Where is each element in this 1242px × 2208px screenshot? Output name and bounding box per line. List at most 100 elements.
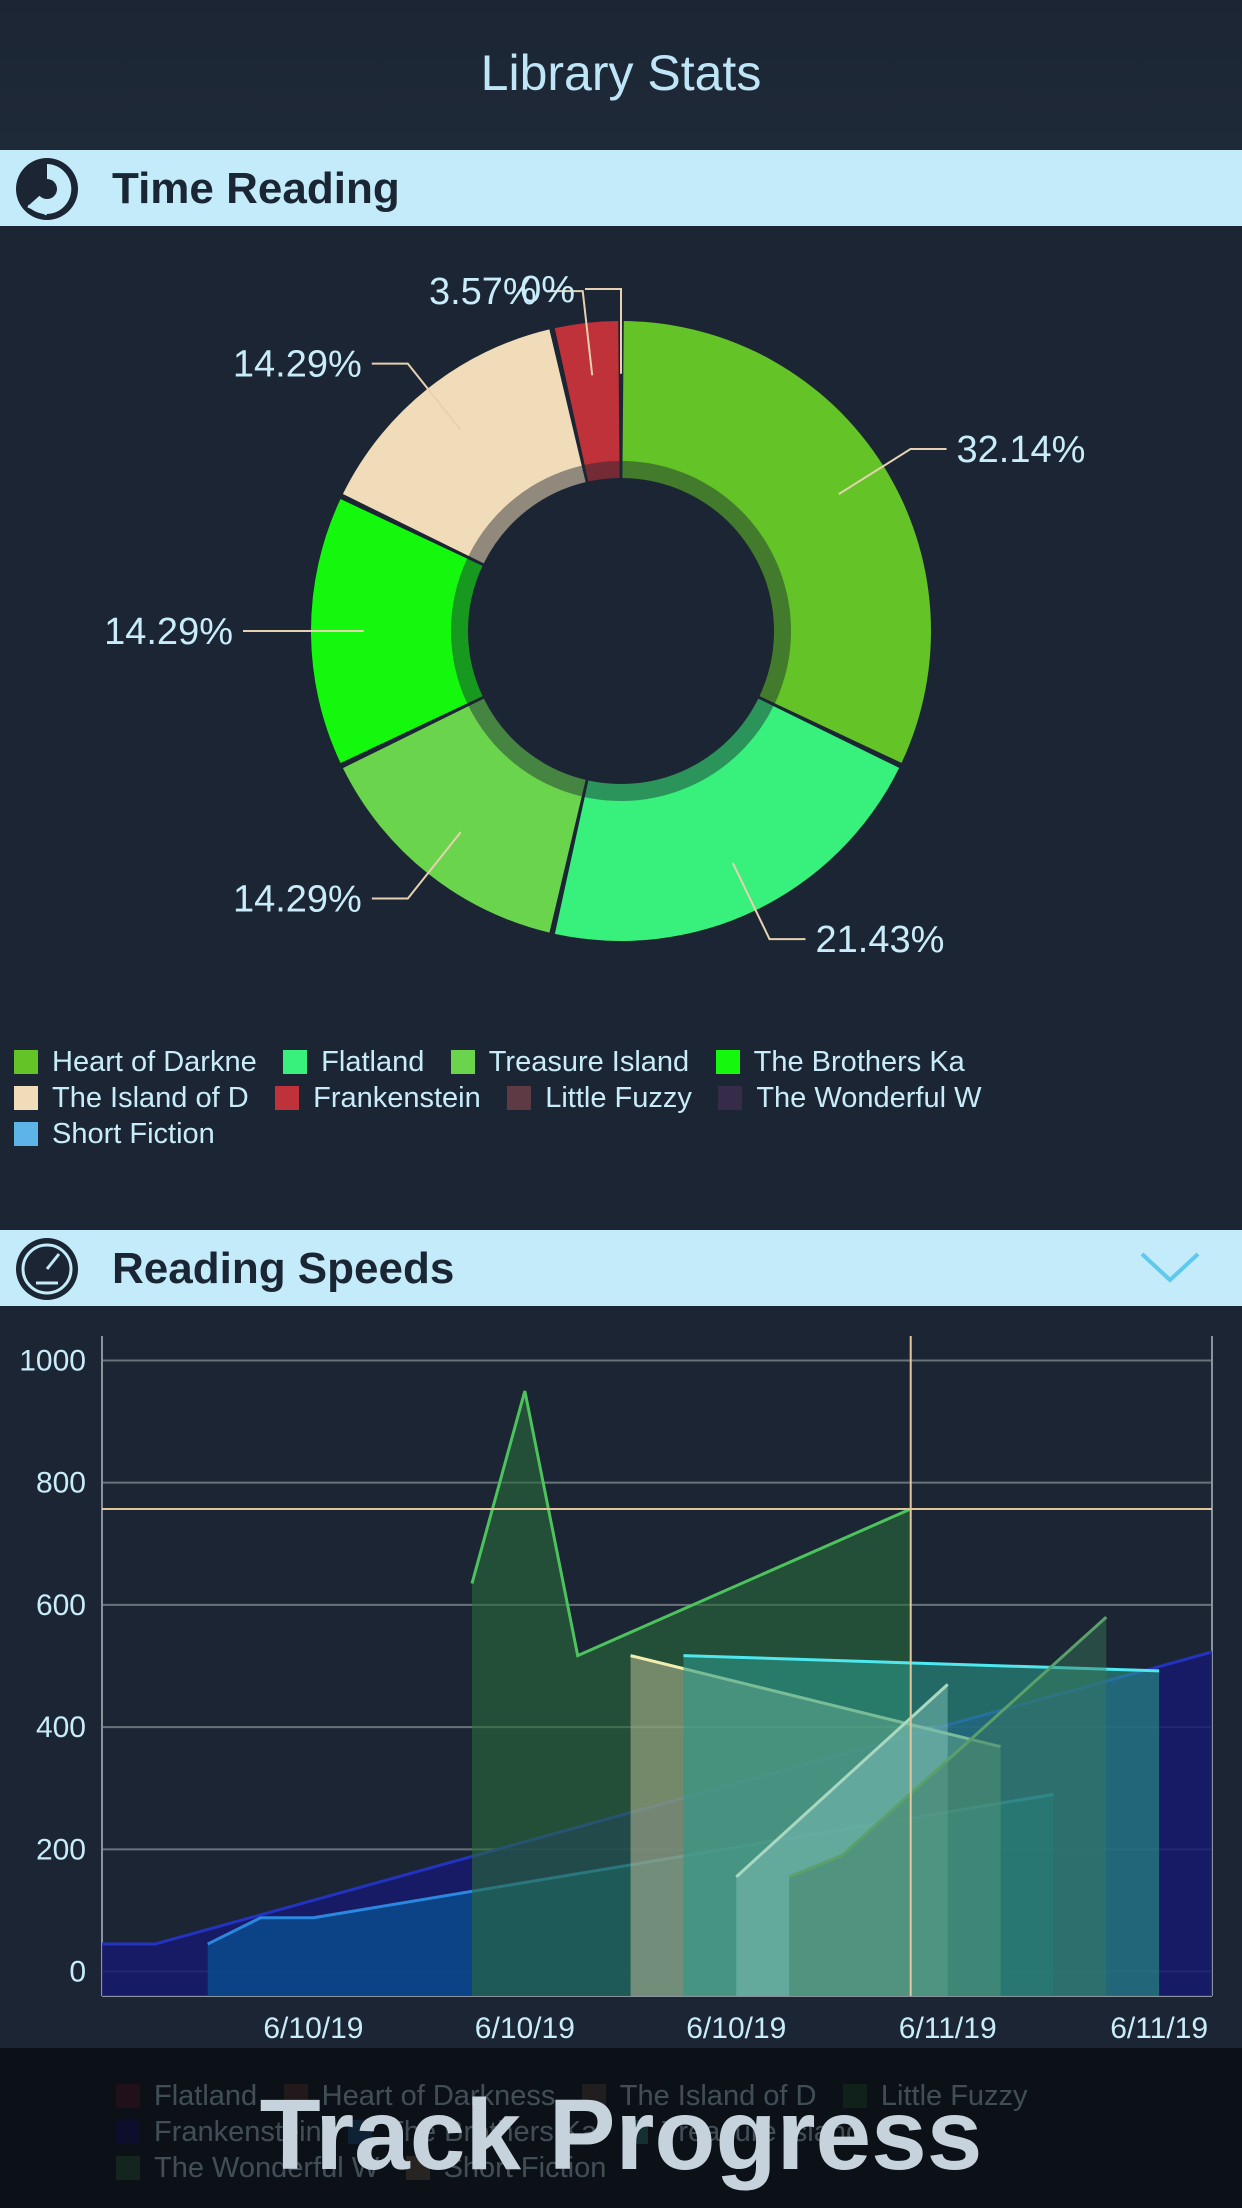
- legend-label: The Island of D: [52, 1082, 249, 1114]
- legend-item: Little Fuzzy: [842, 2080, 1028, 2113]
- x-tick-label: 6/10/19: [263, 2012, 363, 2045]
- legend-swatch: [715, 1050, 740, 1074]
- pie-leader-line: [371, 362, 462, 431]
- legend-item: The Brothers Ka: [715, 1046, 965, 1079]
- legend-item: Frankenstein: [275, 1082, 481, 1115]
- page-title: Library Stats: [480, 45, 762, 101]
- legend-swatch: [348, 2120, 373, 2144]
- x-tick-label: 6/10/19: [475, 2012, 575, 2045]
- y-tick-label: 800: [36, 1467, 86, 1500]
- footer-banner: Flatland Heart of Darkness The Island of…: [0, 2048, 1242, 2208]
- legend-label: Short Fiction: [443, 2152, 607, 2184]
- x-tick-label: 6/11/19: [899, 2012, 997, 2045]
- legend-item: The Brothers Ka: [348, 2116, 597, 2149]
- legend-item: The Island of D: [581, 2080, 816, 2113]
- pie-inner-ring: [467, 698, 586, 798]
- pie-slice: [622, 321, 931, 763]
- legend-swatch: [507, 1086, 532, 1110]
- x-tick-label: 6/11/19: [1110, 2012, 1208, 2045]
- chevron-down-icon[interactable]: [1138, 1246, 1202, 1286]
- x-tick-label: 6/10/19: [686, 2012, 786, 2045]
- pie-slice: [554, 321, 620, 465]
- legend-label: Flatland: [154, 2080, 258, 2112]
- legend-label: Frankenstein: [313, 1082, 481, 1114]
- legend-swatch: [14, 1050, 38, 1074]
- pie-inner-ring: [467, 464, 586, 564]
- legend-swatch: [623, 2120, 648, 2144]
- legend-label: Short Fiction: [52, 1118, 215, 1150]
- pie-slice: [554, 706, 900, 941]
- y-tick-label: 600: [36, 1589, 86, 1622]
- legend-item: Flatland: [283, 1046, 424, 1079]
- legend-item: The Island of D: [14, 1082, 249, 1115]
- legend-label: Heart of Darkne: [52, 1046, 257, 1078]
- reading-speeds-chart: 0 200 400 600 800 1000 6/10/19 6/10/19 6/10/19 6/…: [19, 1336, 1213, 2045]
- series-area: [789, 1617, 1107, 1996]
- speedometer-icon: [16, 1238, 78, 1300]
- pie-leader-line: [838, 447, 947, 495]
- legend-swatch: [283, 2084, 308, 2108]
- pie-leader-line: [371, 831, 462, 900]
- legend-swatch: [275, 1086, 300, 1110]
- legend-swatch: [450, 1050, 475, 1074]
- legend-label: Treasure Island: [661, 2116, 863, 2148]
- y-tick-label: 1000: [19, 1344, 86, 1377]
- pie-inner-ring: [584, 460, 620, 482]
- time-reading-header[interactable]: Time Reading: [0, 150, 1242, 226]
- legend-item: Treasure Island: [450, 1046, 690, 1079]
- legend-swatch: [14, 1086, 38, 1110]
- pie-value-label: 3.57%: [429, 271, 537, 313]
- legend-swatch: [405, 2156, 430, 2180]
- legend-label: Heart of Darkness: [321, 2080, 556, 2112]
- pie-slice: [342, 706, 582, 933]
- legend-swatch: [283, 1050, 308, 1074]
- time-reading-title: Time Reading: [112, 164, 400, 213]
- series-line: [735, 1683, 949, 1878]
- pie-value-label: 32.14%: [957, 429, 1086, 471]
- pie-leader-line: [546, 290, 594, 376]
- legend-swatch: [116, 2156, 140, 2180]
- top-bar: [0, 0, 1242, 150]
- pie-value-label: 14.29%: [233, 344, 362, 386]
- reading-speeds-title: Reading Speeds: [112, 1244, 455, 1293]
- pie-inner-ring: [584, 698, 775, 802]
- legend-item: Flatland: [116, 2080, 257, 2113]
- pie-leader-line: [585, 288, 622, 374]
- legend-item: The Wonderful W: [116, 2152, 379, 2185]
- series-area: [736, 1684, 948, 1996]
- reading-speeds-header[interactable]: Reading Speeds: [0, 1230, 1242, 1306]
- legend-item: Frankenstein: [116, 2116, 322, 2149]
- legend-label: Treasure Island: [488, 1046, 690, 1078]
- legend-swatch: [116, 2084, 140, 2108]
- legend-swatch: [14, 1122, 38, 1146]
- series-line: [470, 1390, 912, 1658]
- pie-inner-ring: [450, 558, 483, 704]
- pie-value-label: 0%: [520, 269, 575, 311]
- legend-swatch: [842, 2084, 867, 2108]
- y-tick-label: 0: [69, 1956, 86, 1989]
- pie-slice: [342, 329, 582, 556]
- legend-label: The Brothers Ka: [386, 2116, 598, 2148]
- pie-value-label: 21.43%: [816, 919, 945, 961]
- legend-label: Frankenstein: [154, 2116, 322, 2148]
- time-reading-legend: Heart of Darkne Flatland Treasure Island…: [14, 1046, 1234, 1154]
- legend-label: The Wonderful W: [154, 2152, 380, 2184]
- legend-item: Treasure Island: [623, 2116, 863, 2149]
- legend-item: Heart of Darkne: [14, 1046, 257, 1079]
- pie-slice: [310, 499, 468, 764]
- time-reading-donut-chart: 32.14% 21.43% 14.29% 14.29% 14.29% 3.57%0%: [104, 269, 1086, 961]
- pie-inner-ring: [622, 460, 792, 704]
- track-progress-banner: Track Progress: [259, 2079, 983, 2191]
- legend-item: Heart of Darkness: [283, 2080, 556, 2113]
- pie-leader-line: [731, 862, 806, 941]
- legend-swatch: [718, 1086, 743, 1110]
- legend-label: The Wonderful W: [756, 1082, 982, 1114]
- legend-item: Short Fiction: [14, 1118, 215, 1151]
- y-tick-label: 200: [36, 1833, 86, 1866]
- legend-item: Little Fuzzy: [507, 1082, 692, 1115]
- legend-label: Little Fuzzy: [880, 2080, 1028, 2112]
- speed-chart-legend: Flatland Heart of Darkness The Island of…: [116, 2080, 1236, 2188]
- pie-chart-icon: [16, 158, 78, 220]
- legend-label: The Brothers Ka: [753, 1046, 965, 1078]
- legend-swatch: [581, 2084, 606, 2108]
